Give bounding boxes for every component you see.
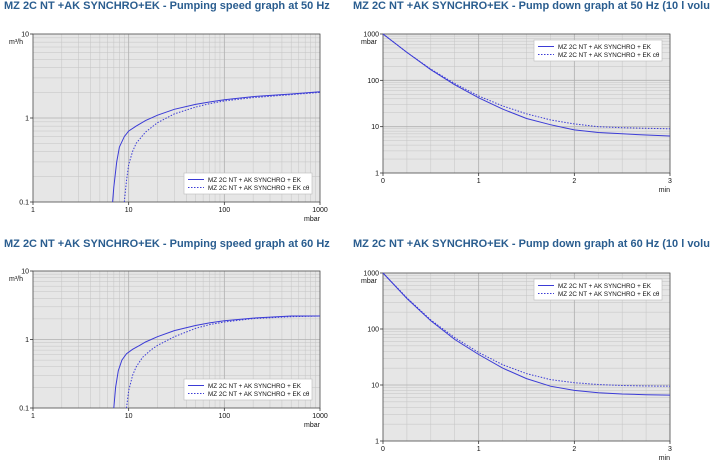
x-tick-label: 1 [477, 446, 481, 453]
series-solid-line [113, 315, 320, 409]
y-tick-label: 10 [371, 383, 379, 390]
y-tick-label: 1000 [363, 271, 379, 278]
x-axis-title: min [659, 455, 670, 462]
y-tick-label: 10 [21, 269, 29, 276]
y-tick-label: 10 [371, 124, 379, 131]
x-tick-label: 0 [381, 446, 385, 453]
legend-label: MZ 2C NT + AK SYNCHRO + EK [558, 283, 652, 290]
legend-label: MZ 2C NT + AK SYNCHRO + EK [208, 177, 302, 184]
legend-label: MZ 2C NT + AK SYNCHRO + EK cθ [208, 185, 310, 192]
x-tick-label: 10 [125, 207, 133, 214]
x-tick-label: 3 [668, 178, 672, 185]
series-solid-line [382, 272, 671, 396]
x-tick-label: 0 [381, 178, 385, 185]
y-tick-label: 1 [25, 337, 29, 344]
x-axis-title: mbar [304, 422, 321, 429]
pump-down-60hz-chart: MZ 2C NT +AK SYNCHRO+EK - Pump down grap… [353, 238, 710, 470]
legend-box [183, 172, 313, 195]
y-axis-title: m³/h [9, 276, 23, 283]
series-dotted-line [382, 33, 671, 130]
y-tick-label: 1000 [363, 32, 379, 39]
x-tick-label: 2 [572, 446, 576, 453]
y-tick-label: 100 [367, 327, 379, 334]
chart-title: MZ 2C NT +AK SYNCHRO+EK - Pump down grap… [353, 238, 710, 250]
x-axis-title: mbar [304, 216, 321, 223]
x-axis-title: min [659, 187, 670, 194]
y-tick-label: 10 [21, 32, 29, 39]
legend-label: MZ 2C NT + AK SYNCHRO + EK cθ [558, 291, 660, 298]
x-tick-label: 1 [31, 413, 35, 420]
x-tick-label: 100 [218, 413, 230, 420]
series-solid-line [112, 91, 321, 203]
series-solid-line [382, 33, 671, 137]
y-tick-label: 0.1 [19, 200, 29, 207]
x-tick-label: 2 [572, 178, 576, 185]
chart-title: MZ 2C NT +AK SYNCHRO+EK - Pump down grap… [353, 0, 710, 12]
y-axis-title: mbar [361, 39, 378, 46]
legend-box [533, 39, 663, 62]
series-dotted-line [123, 91, 321, 203]
y-tick-label: 1 [375, 439, 379, 446]
pumping-speed-60hz-chart: MZ 2C NT +AK SYNCHRO+EK - Pumping speed … [4, 238, 354, 470]
y-tick-label: 0.1 [19, 406, 29, 413]
y-axis-title: m³/h [9, 39, 23, 46]
legend-label: MZ 2C NT + AK SYNCHRO + EK [208, 383, 302, 390]
series-dotted-line [126, 315, 321, 409]
y-axis-title: mbar [361, 278, 378, 285]
x-tick-label: 10 [125, 413, 133, 420]
plot-frame [382, 33, 671, 174]
legend-box [183, 378, 313, 401]
pump-down-50hz-chart: MZ 2C NT +AK SYNCHRO+EK - Pump down grap… [353, 0, 710, 234]
legend-label: MZ 2C NT + AK SYNCHRO + EK cθ [558, 52, 660, 59]
x-tick-label: 100 [218, 207, 230, 214]
plot-frame [382, 272, 671, 442]
y-tick-label: 100 [367, 78, 379, 85]
legend-label: MZ 2C NT + AK SYNCHRO + EK cθ [208, 391, 310, 398]
series-dotted-line [382, 272, 671, 387]
chart-title: MZ 2C NT +AK SYNCHRO+EK - Pumping speed … [4, 238, 330, 250]
legend-box [533, 278, 663, 301]
legend-label: MZ 2C NT + AK SYNCHRO + EK [558, 44, 652, 51]
x-tick-label: 3 [668, 446, 672, 453]
chart-title: MZ 2C NT +AK SYNCHRO+EK - Pumping speed … [4, 0, 330, 12]
x-tick-label: 1 [31, 207, 35, 214]
x-tick-label: 1 [477, 178, 481, 185]
pumping-speed-50hz-chart: MZ 2C NT +AK SYNCHRO+EK - Pumping speed … [4, 0, 354, 234]
y-tick-label: 1 [25, 116, 29, 123]
y-tick-label: 1 [375, 171, 379, 178]
x-tick-label: 1000 [312, 207, 328, 214]
x-tick-label: 1000 [312, 413, 328, 420]
